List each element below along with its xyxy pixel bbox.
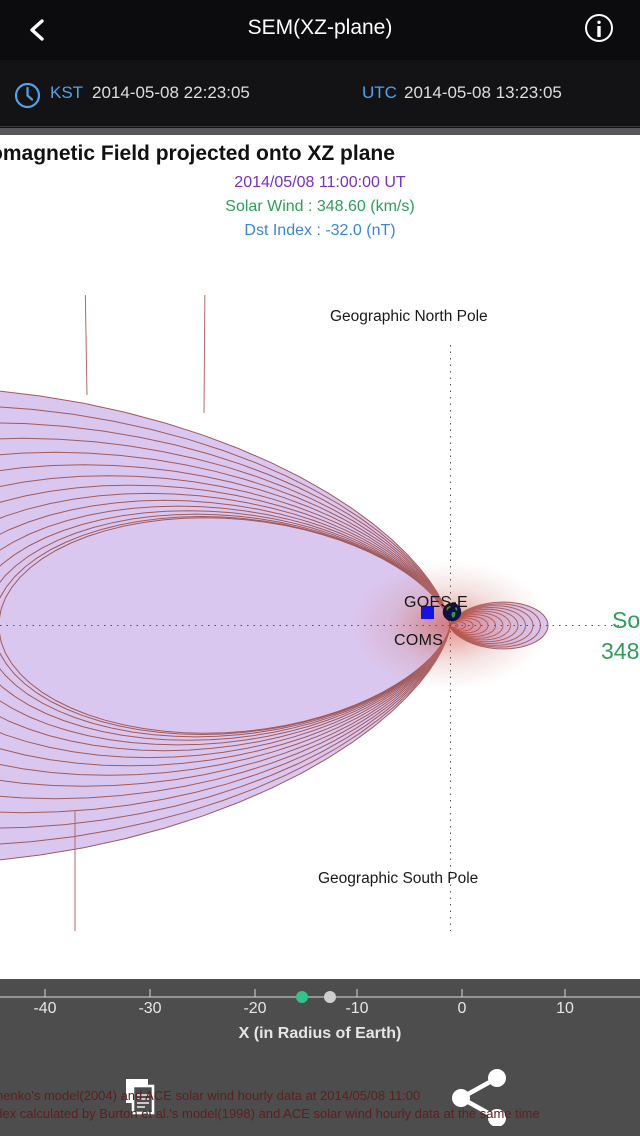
svg-text:-10: -10 (345, 1000, 368, 1017)
svg-text:10: 10 (556, 1000, 574, 1017)
svg-text:-20: -20 (243, 1000, 266, 1017)
svg-text:-30: -30 (138, 1000, 161, 1017)
svg-text:-40: -40 (33, 1000, 56, 1017)
svg-text:0: 0 (458, 1000, 467, 1017)
